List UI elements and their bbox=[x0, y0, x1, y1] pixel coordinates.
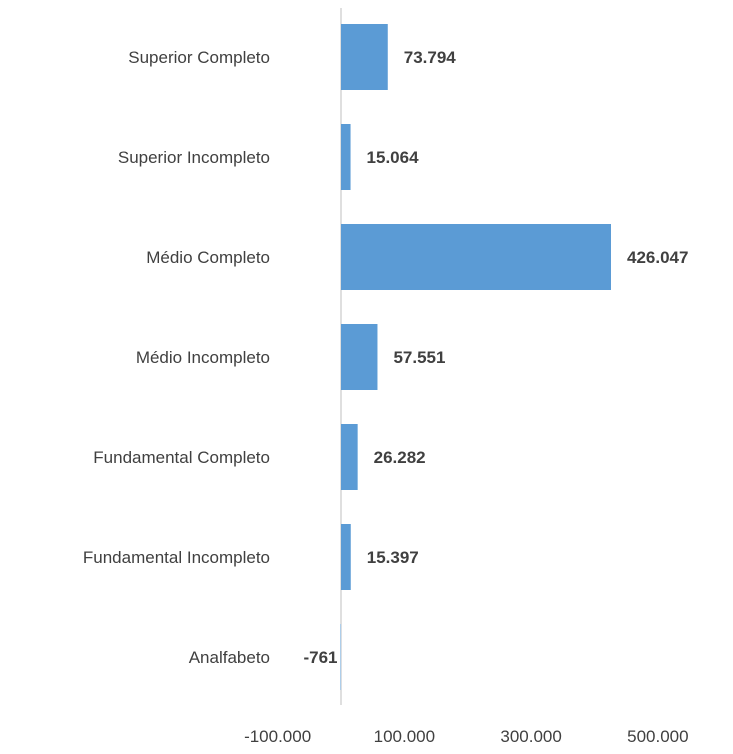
category-label: Fundamental Incompleto bbox=[83, 548, 270, 567]
data-label: 26.282 bbox=[374, 448, 426, 467]
data-label: 15.397 bbox=[367, 548, 419, 567]
data-label: -761 bbox=[303, 648, 337, 667]
bar-1 bbox=[341, 124, 351, 190]
data-label: 73.794 bbox=[404, 48, 457, 67]
bar-5 bbox=[341, 524, 351, 590]
x-tick-label: 300.000 bbox=[500, 727, 561, 746]
bar-4 bbox=[341, 424, 358, 490]
data-label: 15.064 bbox=[367, 148, 420, 167]
x-tick-label: -100.000 bbox=[244, 727, 311, 746]
category-label: Analfabeto bbox=[189, 648, 270, 667]
category-label: Fundamental Completo bbox=[93, 448, 270, 467]
x-tick-label: 100.000 bbox=[374, 727, 435, 746]
data-label: 426.047 bbox=[627, 248, 688, 267]
category-label: Superior Incompleto bbox=[118, 148, 270, 167]
bar-3 bbox=[341, 324, 378, 390]
bar-6 bbox=[340, 624, 342, 690]
category-label: Médio Completo bbox=[146, 248, 270, 267]
x-tick-label: 500.000 bbox=[627, 727, 688, 746]
category-label: Médio Incompleto bbox=[136, 348, 270, 367]
bar-2 bbox=[341, 224, 611, 290]
bar-0 bbox=[341, 24, 388, 90]
category-label: Superior Completo bbox=[128, 48, 270, 67]
data-label: 57.551 bbox=[393, 348, 445, 367]
